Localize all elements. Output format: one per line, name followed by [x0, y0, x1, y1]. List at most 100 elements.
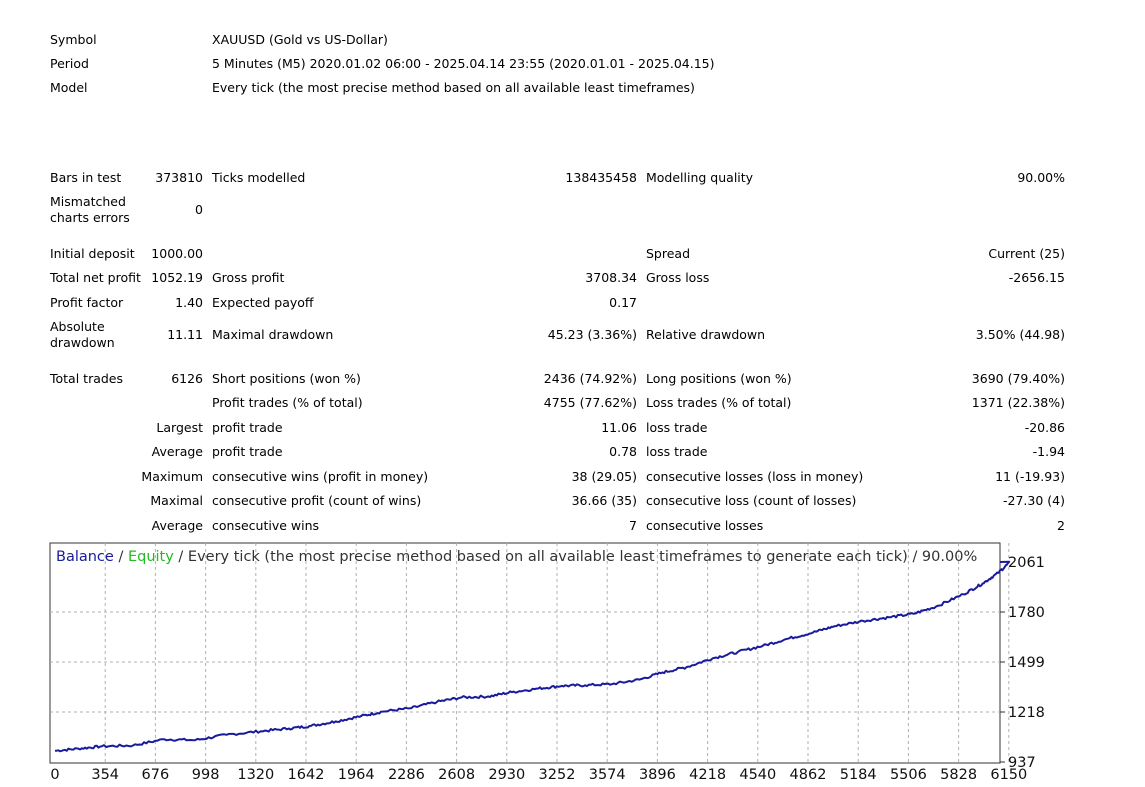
x-tick-label: 5506 — [890, 767, 927, 783]
relative-drawdown-label: Relative drawdown — [646, 327, 766, 342]
maximum-wins-label: consecutive wins (profit in money) — [212, 469, 429, 484]
average-consec-wins-value: 7 — [629, 518, 637, 533]
y-tick-label: 2061 — [1008, 555, 1045, 571]
y-tick-label: 1780 — [1008, 605, 1045, 621]
x-tick-label: 676 — [142, 767, 170, 783]
x-tick-label: 5828 — [940, 767, 977, 783]
profit-trades-value: 4755 (77.62%) — [543, 395, 637, 410]
largest-loss-value: -20.86 — [1024, 420, 1065, 435]
maximal-loss-label: consecutive loss (count of losses) — [646, 493, 857, 508]
initial-deposit-label: Initial deposit — [50, 246, 135, 261]
average-consec-losses-label: consecutive losses — [646, 518, 764, 533]
x-tick-label: 5184 — [840, 767, 877, 783]
largest-prefix: Largest — [156, 420, 203, 435]
x-tick-label: 4218 — [689, 767, 726, 783]
average-profit-value: 0.78 — [609, 444, 637, 459]
chart-ticks: 2061 1780 1499 1218 937 0 354 676 998 1320 1642 196… — [50, 555, 1045, 783]
x-tick-label: 4540 — [739, 767, 776, 783]
maximal-drawdown-value: 45.23 (3.36%) — [547, 327, 637, 342]
y-tick-label: 937 — [1008, 755, 1036, 771]
x-tick-label: 4862 — [790, 767, 827, 783]
average-profit-label: profit trade — [212, 444, 283, 459]
total-net-profit-label: Total net profit — [50, 270, 141, 285]
expected-payoff-label: Expected payoff — [212, 295, 314, 310]
x-tick-label: 6150 — [990, 767, 1027, 783]
x-tick-label: 3252 — [539, 767, 576, 783]
x-tick-label: 2930 — [488, 767, 525, 783]
legend-balance: Balance — [56, 549, 114, 565]
period-value: 5 Minutes (M5) 2020.01.02 06:00 - 2025.0… — [212, 56, 715, 71]
legend-rest: / Every tick (the most precise method ba… — [174, 549, 977, 565]
x-tick-label: 3896 — [639, 767, 676, 783]
average-consec-wins-label: consecutive wins — [212, 518, 320, 533]
maximal-profit-label: consecutive profit (count of wins) — [212, 493, 422, 508]
total-trades-value: 6126 — [171, 371, 203, 386]
x-tick-label: 0 — [50, 767, 59, 783]
symbol-label: Symbol — [50, 32, 97, 47]
long-positions-label: Long positions (won %) — [646, 371, 792, 386]
short-positions-label: Short positions (won %) — [212, 371, 361, 386]
chart-series — [54, 560, 1011, 753]
absolute-drawdown-value: 11.11 — [167, 327, 203, 342]
relative-drawdown-value: 3.50% (44.98) — [975, 327, 1065, 342]
mismatched-value: 0 — [195, 202, 203, 217]
ticks-modelled-value: 138435458 — [565, 170, 637, 185]
model-label: Model — [50, 80, 88, 95]
bars-in-test-label: Bars in test — [50, 170, 122, 185]
x-tick-label: 354 — [91, 767, 119, 783]
chart-legend: Balance / Equity / Every tick (the most … — [56, 549, 977, 565]
x-tick-label: 3574 — [589, 767, 626, 783]
balance-line — [54, 560, 1011, 753]
short-positions-value: 2436 (74.92%) — [543, 371, 637, 386]
legend-equity: Equity — [128, 549, 174, 565]
y-tick-label: 1218 — [1008, 705, 1045, 721]
total-net-profit-value: 1052.19 — [151, 270, 203, 285]
x-tick-label: 1642 — [288, 767, 325, 783]
average-consec-prefix: Average — [151, 518, 203, 533]
gross-loss-label: Gross loss — [646, 270, 710, 285]
period-label: Period — [50, 56, 89, 71]
spread-label: Spread — [646, 246, 691, 261]
loss-trades-label: Loss trades (% of total) — [646, 395, 792, 410]
maximum-losses-value: 11 (-19.93) — [995, 469, 1065, 484]
total-trades-label: Total trades — [50, 371, 124, 386]
expected-payoff-value: 0.17 — [609, 295, 637, 310]
profit-factor-label: Profit factor — [50, 295, 124, 310]
maximal-drawdown-label: Maximal drawdown — [212, 327, 334, 342]
bars-in-test-value: 373810 — [155, 170, 203, 185]
maximal-profit-value: 36.66 (35) — [571, 493, 637, 508]
largest-profit-label: profit trade — [212, 420, 283, 435]
gross-profit-label: Gross profit — [212, 270, 285, 285]
maximal-loss-value: -27.30 (4) — [1003, 493, 1065, 508]
largest-loss-label: loss trade — [646, 420, 708, 435]
loss-trades-value: 1371 (22.38%) — [971, 395, 1065, 410]
absolute-drawdown-label: Absolute drawdown — [50, 319, 115, 350]
x-tick-label: 2608 — [438, 767, 475, 783]
model-value: Every tick (the most precise method base… — [212, 80, 695, 95]
average-prefix: Average — [151, 444, 203, 459]
gross-profit-value: 3708.34 — [585, 270, 637, 285]
x-tick-label: 1320 — [237, 767, 274, 783]
long-positions-value: 3690 (79.40%) — [971, 371, 1065, 386]
y-tick-label: 1499 — [1008, 655, 1045, 671]
symbol-value: XAUUSD (Gold vs US-Dollar) — [212, 32, 388, 47]
average-consec-losses-value: 2 — [1057, 518, 1065, 533]
maximal-prefix: Maximal — [150, 493, 203, 508]
x-tick-label: 998 — [192, 767, 220, 783]
largest-profit-value: 11.06 — [601, 420, 637, 435]
profit-trades-label: Profit trades (% of total) — [212, 395, 363, 410]
x-tick-label: 1964 — [338, 767, 375, 783]
maximum-prefix: Maximum — [141, 469, 203, 484]
modelling-quality-label: Modelling quality — [646, 170, 754, 185]
average-loss-label: loss trade — [646, 444, 708, 459]
modelling-quality-value: 90.00% — [1017, 170, 1065, 185]
legend-sep: / — [114, 549, 128, 565]
profit-factor-value: 1.40 — [175, 295, 203, 310]
chart-grid — [50, 543, 1010, 763]
average-loss-value: -1.94 — [1032, 444, 1065, 459]
ticks-modelled-label: Ticks modelled — [212, 170, 306, 185]
chart-plot-area — [49, 542, 1001, 764]
initial-deposit-value: 1000.00 — [151, 246, 203, 261]
maximum-wins-value: 38 (29.05) — [571, 469, 637, 484]
